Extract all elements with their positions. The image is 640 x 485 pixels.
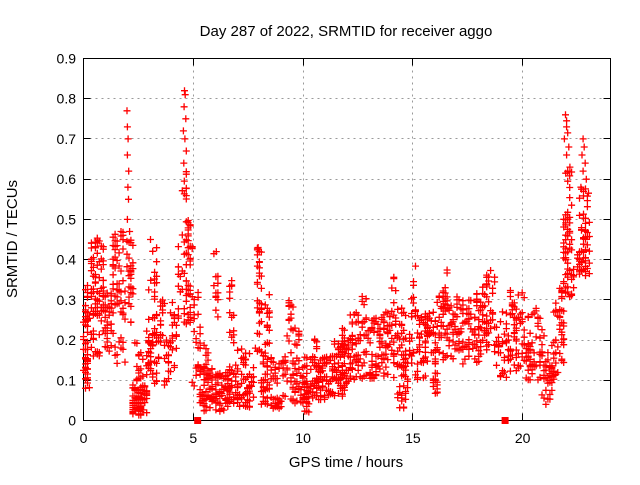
- axis-tick-labels: 0 5 10 15 20 0 0.1 0.2 0.3 0.4 0.5 0.6 0.7 0.8 0.9: [57, 51, 531, 447]
- flag-square-marker: [501, 417, 509, 424]
- y-tick-label: 0.4: [57, 252, 77, 268]
- flag-square-marker: [194, 417, 202, 424]
- x-tick-label: 0: [80, 430, 88, 446]
- scatter-plus-markers: [80, 87, 593, 419]
- x-tick-label: 15: [405, 430, 421, 446]
- y-axis-label: SRMTID / TECUs: [4, 180, 21, 298]
- data-points-layer: [80, 87, 593, 424]
- chart-title: Day 287 of 2022, SRMTID for receiver agg…: [200, 23, 493, 40]
- y-tick-label: 0.9: [57, 51, 77, 67]
- x-tick-label: 20: [515, 430, 531, 446]
- y-tick-label: 0: [68, 413, 76, 429]
- y-tick-label: 0.5: [57, 211, 77, 227]
- y-tick-label: 0.1: [57, 372, 77, 388]
- y-tick-label: 0.8: [57, 91, 77, 107]
- x-axis-label: GPS time / hours: [289, 454, 403, 471]
- x-tick-label: 10: [295, 430, 311, 446]
- y-tick-label: 0.2: [57, 332, 77, 348]
- y-tick-label: 0.6: [57, 171, 77, 187]
- x-tick-label: 5: [189, 430, 197, 446]
- y-tick-label: 0.7: [57, 131, 77, 147]
- y-tick-label: 0.3: [57, 292, 77, 308]
- plot-border: [83, 58, 611, 421]
